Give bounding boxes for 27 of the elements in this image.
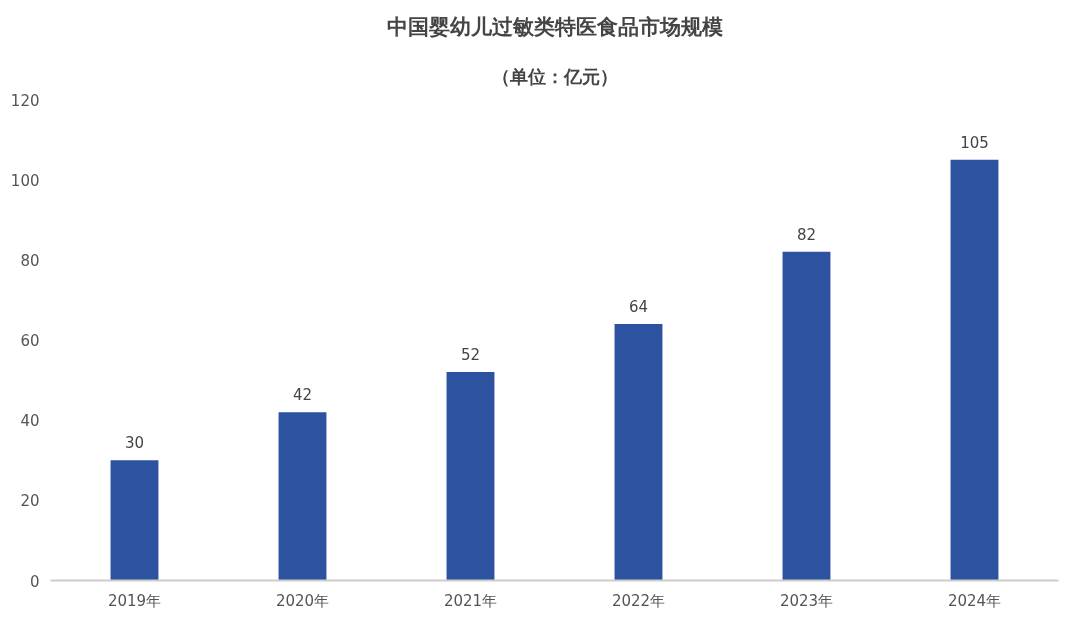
bar bbox=[110, 460, 159, 581]
bar bbox=[950, 159, 999, 581]
x-tick-label: 2019年 bbox=[107, 591, 162, 610]
y-tick-label: 40 bbox=[20, 412, 40, 431]
bar bbox=[278, 412, 327, 581]
x-tick-label: 2022年 bbox=[611, 591, 666, 610]
data-label: 52 bbox=[460, 346, 481, 365]
y-tick-label: 0 bbox=[29, 572, 40, 591]
y-tick-label: 60 bbox=[20, 332, 40, 350]
chart-subtitle: （单位：亿元） bbox=[491, 65, 618, 87]
bar bbox=[446, 372, 495, 581]
y-tick-label: 100 bbox=[10, 171, 40, 190]
x-tick-label: 2020年 bbox=[275, 591, 330, 610]
y-tick-label: 20 bbox=[20, 492, 40, 511]
data-label: 30 bbox=[124, 434, 145, 453]
data-label: 42 bbox=[292, 386, 313, 405]
data-label: 82 bbox=[796, 225, 817, 244]
data-label: 105 bbox=[960, 133, 989, 152]
x-tick-label: 2024年 bbox=[947, 591, 1002, 610]
x-tick-label: 2023年 bbox=[779, 591, 834, 610]
bar bbox=[614, 323, 663, 581]
y-tick-label: 120 bbox=[10, 91, 40, 110]
y-tick-label: 80 bbox=[20, 251, 40, 270]
bar bbox=[782, 251, 831, 581]
data-label: 64 bbox=[628, 297, 649, 316]
chart-title: 中国婴幼儿过敏类特医食品市场规模 bbox=[386, 14, 723, 39]
x-tick-label: 2021年 bbox=[443, 591, 498, 610]
